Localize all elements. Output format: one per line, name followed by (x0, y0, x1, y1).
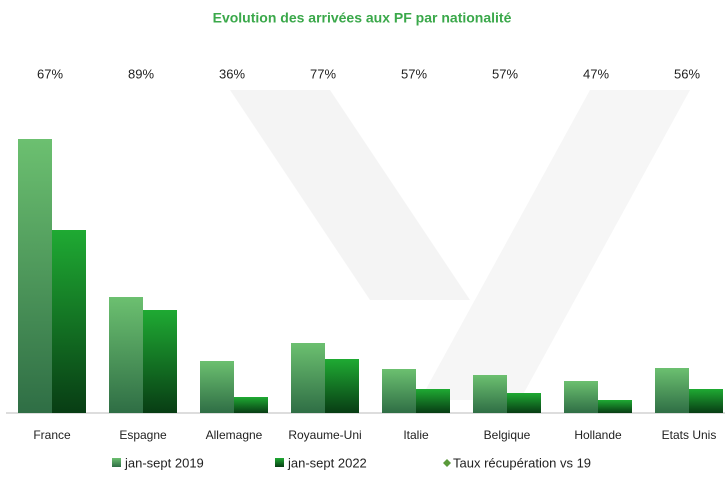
bar (109, 297, 143, 413)
legend-label: Taux récupération vs 19 (453, 455, 591, 470)
bar (18, 139, 52, 413)
legend-swatch (112, 458, 121, 467)
bar (655, 368, 689, 413)
bar (200, 361, 234, 413)
legend-swatch (275, 458, 284, 467)
rate-label: 57% (401, 66, 427, 81)
x-tick-label: Etats Unis (662, 428, 717, 442)
rate-label: 56% (674, 66, 700, 81)
rate-label: 36% (219, 66, 245, 81)
x-tick-label: Italie (403, 428, 429, 442)
legend-label: jan-sept 2022 (287, 455, 367, 470)
rate-label: 57% (492, 66, 518, 81)
x-tick-label: Espagne (119, 428, 167, 442)
x-tick-label: Hollande (574, 428, 622, 442)
bar (52, 230, 86, 413)
rate-label: 77% (310, 66, 336, 81)
bar (416, 389, 450, 413)
watermark (420, 90, 690, 400)
bar (473, 375, 507, 413)
bar (325, 359, 359, 413)
rate-label: 67% (37, 66, 63, 81)
rate-label: 47% (583, 66, 609, 81)
bar (143, 310, 177, 413)
bar (382, 369, 416, 413)
x-tick-label: Allemagne (206, 428, 263, 442)
chart-title: Evolution des arrivées aux PF par nation… (213, 10, 512, 26)
legend-swatch (443, 459, 451, 467)
x-tick-label: France (33, 428, 71, 442)
bar (598, 400, 632, 413)
bar (689, 389, 723, 413)
legend-label: jan-sept 2019 (124, 455, 204, 470)
bar (234, 397, 268, 413)
x-tick-label: Belgique (484, 428, 531, 442)
bar (564, 381, 598, 413)
bar (291, 343, 325, 413)
x-tick-label: Royaume-Uni (288, 428, 361, 442)
watermark (230, 90, 470, 300)
rate-label: 89% (128, 66, 154, 81)
bar (507, 393, 541, 413)
